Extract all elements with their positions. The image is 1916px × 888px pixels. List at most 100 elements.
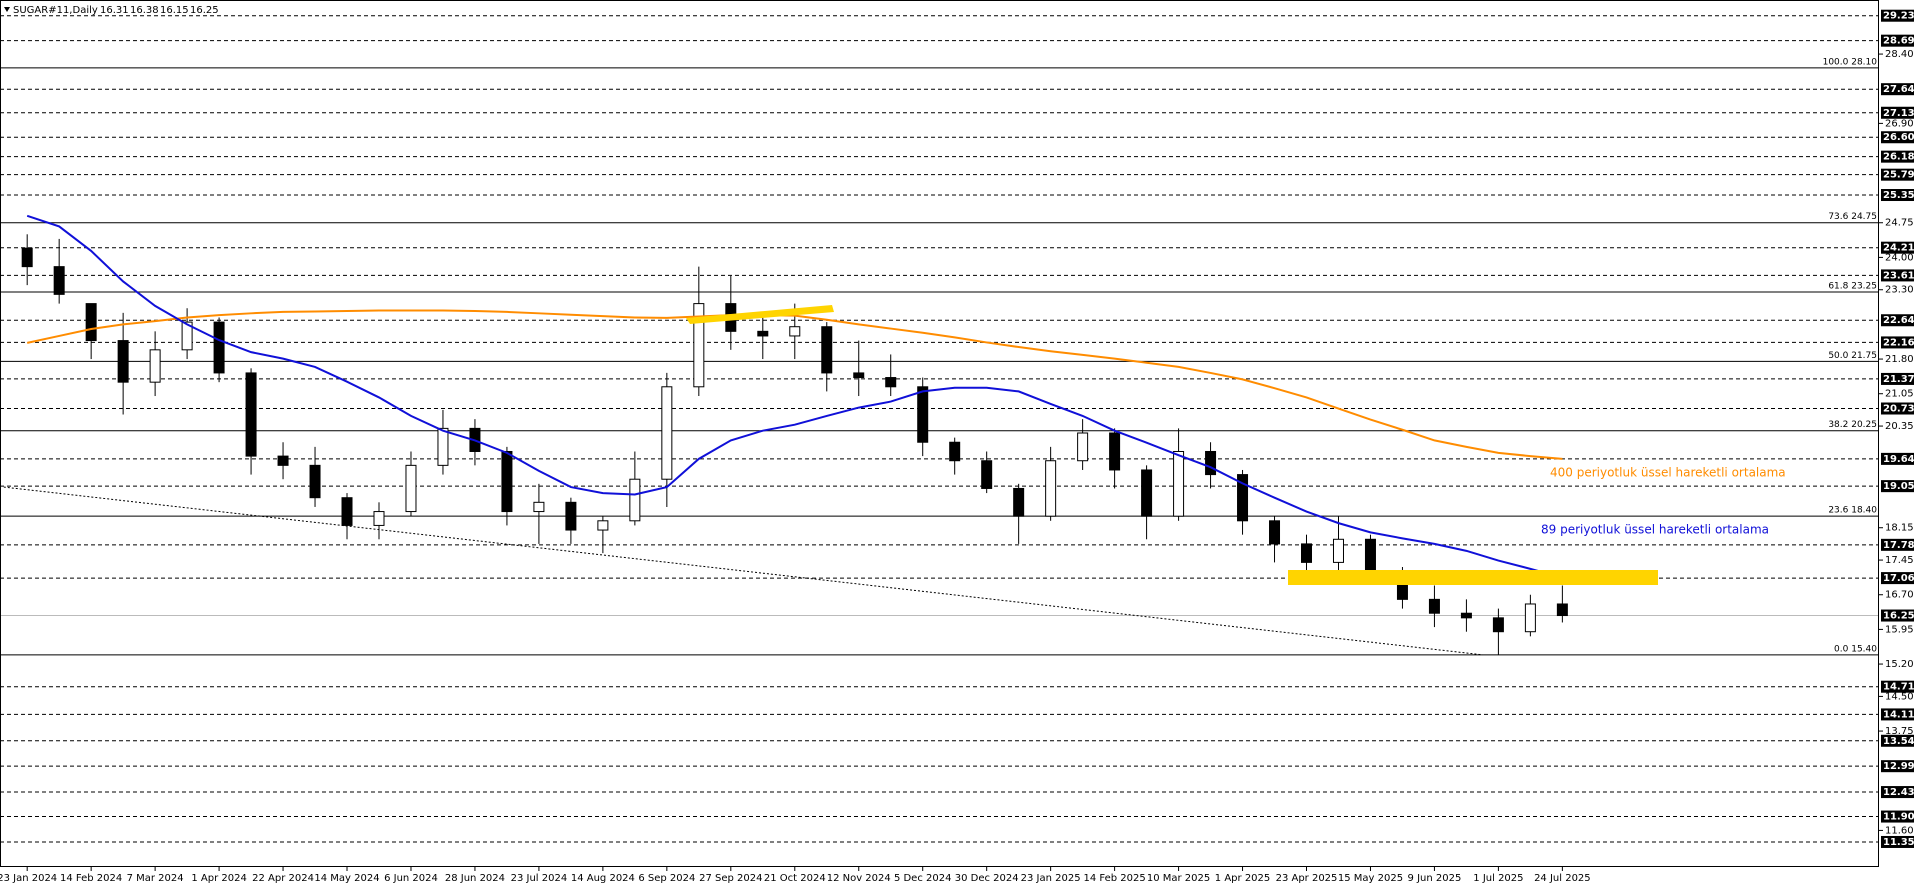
y-tick-label: 28.40: [1885, 49, 1914, 60]
x-tick-label: 1 Apr 2024: [191, 873, 246, 884]
candle-body: [1364, 538, 1376, 573]
header-value: 16.38: [130, 5, 159, 16]
x-tick-label: 14 Feb 2024: [60, 873, 122, 884]
candle-body: [1141, 469, 1153, 517]
header-arrow: [4, 7, 10, 12]
level-label: 19.64: [1883, 454, 1915, 465]
level-box: [1881, 150, 1914, 163]
fib-label: 0.0 15.40: [1834, 644, 1877, 654]
fib-label: 100.0 28.10: [1823, 57, 1878, 67]
level-box: [1881, 9, 1914, 22]
level-box: [1881, 106, 1914, 119]
x-tick-label: 23 Jan 2025: [1021, 873, 1081, 884]
level-label: 22.64: [1883, 315, 1915, 326]
candle-body: [21, 247, 33, 268]
level-label: 12.43: [1883, 787, 1915, 798]
level-box: [1881, 708, 1914, 721]
candle-body: [277, 455, 289, 466]
candle-body: [341, 497, 353, 526]
candle-body: [757, 330, 769, 337]
x-tick-label: 27 Sep 2024: [699, 873, 762, 884]
level-box: [1881, 402, 1914, 415]
level-label: 27.13: [1883, 108, 1915, 119]
fib-label: 61.8 23.25: [1828, 282, 1877, 292]
candle-body: [117, 340, 129, 383]
x-tick-label: 6 Sep 2024: [638, 873, 695, 884]
resistance-zone: [1288, 570, 1658, 585]
x-tick-label: 14 Aug 2024: [571, 873, 635, 884]
x-tick-label: 23 Jul 2024: [511, 873, 568, 884]
y-tick-label: 14.50: [1885, 691, 1914, 702]
candle-body: [1524, 603, 1536, 633]
y-tick-label: 24.00: [1885, 252, 1914, 263]
candle-body: [1492, 617, 1504, 633]
level-label: 26.18: [1883, 152, 1915, 163]
candle-body: [405, 464, 417, 513]
level-label: 12.99: [1883, 761, 1915, 772]
candle-body: [565, 501, 577, 531]
level-box: [1881, 34, 1914, 47]
level-box: [1881, 314, 1914, 327]
x-tick-label: 14 Feb 2025: [1083, 873, 1145, 884]
ema-annotation: 400 periyotluk üssel hareketli ortalama: [1550, 466, 1786, 480]
level-label: 21.37: [1883, 374, 1915, 385]
fib-label: 23.6 18.40: [1828, 506, 1877, 516]
level-label: 28.69: [1883, 36, 1915, 47]
level-label: 17.06: [1883, 573, 1915, 584]
level-box: [1881, 269, 1914, 282]
level-box: [1881, 336, 1914, 349]
fib-label: 38.2 20.25: [1828, 420, 1877, 430]
x-tick-label: 14 May 2024: [314, 873, 379, 884]
candle-body: [501, 450, 513, 513]
x-tick-label: 6 Jun 2024: [384, 873, 438, 884]
candle-body: [1460, 612, 1472, 619]
candle-body: [629, 478, 641, 522]
level-label: 13.54: [1883, 736, 1915, 747]
candle-body: [1301, 543, 1313, 563]
level-box: [1881, 786, 1914, 799]
y-tick-label: 26.90: [1885, 118, 1914, 129]
level-label: 25.79: [1883, 170, 1915, 181]
candle-body: [1428, 598, 1440, 614]
level-label: 24.21: [1883, 243, 1915, 254]
plot-area: 100.0 28.10 73.6 24.75 61.8 23.25 50.0 21.7…: [0, 15, 1879, 843]
candle-body: [981, 460, 993, 489]
trendline: [3, 486, 1483, 656]
candle-body: [853, 372, 865, 379]
x-tick-label: 30 Dec 2024: [955, 873, 1019, 884]
candle-body: [597, 520, 609, 531]
level-label: 17.78: [1883, 540, 1915, 551]
y-tick-label: 18.15: [1885, 523, 1914, 534]
y-tick-label: 15.95: [1885, 624, 1914, 635]
candle-body: [181, 321, 193, 351]
level-box: [1881, 241, 1914, 254]
candle-body: [1013, 487, 1025, 517]
candle-body: [1205, 450, 1217, 476]
level-label: 20.73: [1883, 404, 1915, 415]
y-tick-label: 24.75: [1885, 218, 1914, 229]
level-label: 11.35: [1883, 837, 1915, 848]
level-label: 19.05: [1883, 481, 1915, 492]
x-tick-label: 12 Nov 2024: [827, 873, 891, 884]
level-label: 14.71: [1883, 682, 1915, 693]
candle-body: [789, 326, 801, 337]
x-tick-label: 1 Jul 2025: [1473, 873, 1523, 884]
level-box: [1881, 83, 1914, 96]
candle-body: [1077, 432, 1089, 462]
candle-body: [245, 372, 257, 457]
ema-line: [26, 309, 1563, 460]
candle-body: [85, 303, 97, 342]
candle-body: [437, 427, 449, 466]
candle-body: [1556, 603, 1568, 617]
x-tick-label: 9 Jun 2025: [1408, 873, 1462, 884]
candle-body: [949, 441, 961, 462]
last-price-label: 16.25: [1883, 611, 1915, 622]
y-tick-label: 21.80: [1885, 354, 1914, 365]
last-price-box: [1881, 609, 1914, 622]
level-box: [1881, 131, 1914, 144]
y-tick-label: 23.30: [1885, 285, 1914, 296]
fib-label: 50.0 21.75: [1828, 351, 1877, 361]
y-tick-label: 13.75: [1885, 726, 1914, 737]
x-tick-label: 10 Mar 2025: [1147, 873, 1210, 884]
